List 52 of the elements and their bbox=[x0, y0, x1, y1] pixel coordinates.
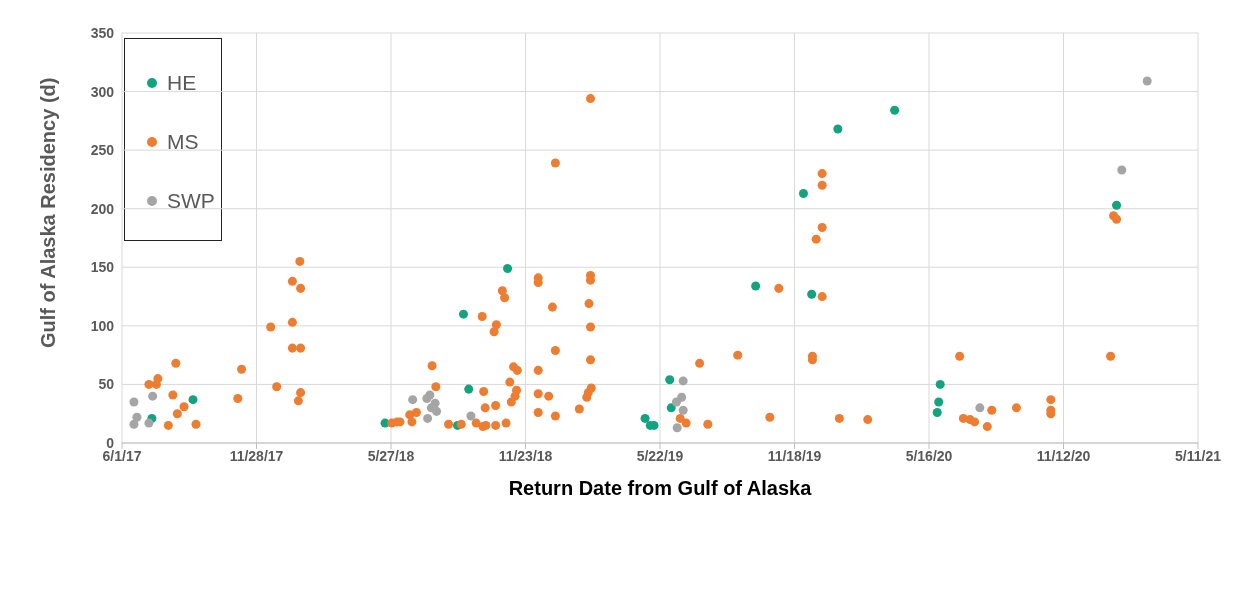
point bbox=[423, 413, 433, 423]
point bbox=[807, 289, 817, 299]
point bbox=[464, 384, 474, 394]
x-tick-label: 5/16/20 bbox=[905, 447, 953, 464]
point bbox=[672, 423, 682, 433]
point bbox=[129, 419, 139, 429]
x-tick-label: 11/28/17 bbox=[229, 447, 284, 464]
x-tick-label: 5/27/18 bbox=[367, 447, 415, 464]
point bbox=[975, 403, 985, 413]
y-tick-label: 200 bbox=[90, 200, 115, 217]
point bbox=[1142, 76, 1152, 86]
y-tick-label: 350 bbox=[90, 24, 115, 41]
y-tick-label: 50 bbox=[98, 376, 115, 393]
y-tick-label: 300 bbox=[90, 83, 115, 100]
legend-label: MS bbox=[167, 129, 199, 154]
x-tick-label: 5/11/21 bbox=[1175, 447, 1222, 464]
point bbox=[1117, 165, 1127, 175]
point bbox=[458, 309, 468, 319]
point bbox=[678, 405, 688, 415]
point bbox=[833, 124, 843, 134]
legend-label: HE bbox=[167, 70, 197, 95]
point bbox=[671, 397, 681, 407]
point bbox=[640, 413, 650, 423]
x-tick-label: 11/12/20 bbox=[1036, 447, 1091, 464]
y-axis-title: Gulf of Alaska Residency (d) bbox=[37, 77, 60, 348]
point bbox=[934, 397, 944, 407]
point bbox=[408, 395, 418, 405]
y-tick-label: 150 bbox=[90, 259, 115, 276]
point bbox=[665, 375, 675, 385]
x-tick-label: 11/23/18 bbox=[498, 447, 553, 464]
y-tick-label: 250 bbox=[90, 142, 115, 159]
point bbox=[890, 105, 900, 115]
point bbox=[666, 403, 676, 413]
point bbox=[935, 379, 945, 389]
point bbox=[503, 263, 513, 273]
point bbox=[677, 392, 687, 402]
x-axis-title: Return Date from Gulf of Alaska bbox=[508, 477, 813, 499]
x-tick-label: 5/22/19 bbox=[636, 447, 684, 464]
point bbox=[1112, 200, 1122, 210]
y-tick-label: 100 bbox=[90, 317, 115, 334]
point bbox=[798, 188, 808, 198]
point bbox=[751, 281, 761, 291]
legend-label: SWP bbox=[167, 188, 215, 213]
point bbox=[148, 391, 158, 401]
x-tick-label: 11/18/19 bbox=[767, 447, 822, 464]
point bbox=[129, 397, 139, 407]
point bbox=[932, 408, 942, 418]
point bbox=[188, 395, 198, 405]
point bbox=[144, 418, 154, 428]
point bbox=[430, 398, 440, 408]
point bbox=[678, 376, 688, 386]
point bbox=[466, 411, 476, 421]
